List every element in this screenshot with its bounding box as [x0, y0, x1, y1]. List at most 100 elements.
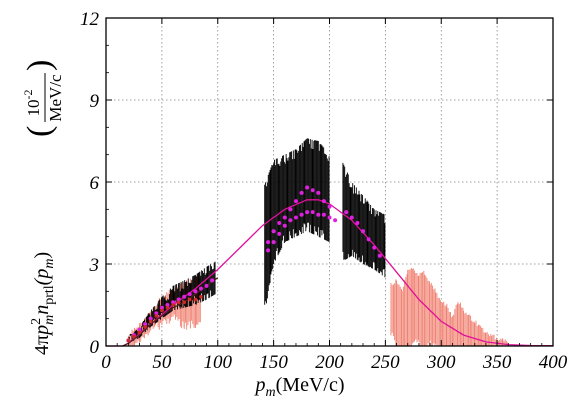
red-data-point — [176, 300, 181, 305]
y-axis-left-paren: ( — [21, 126, 58, 137]
x-tick-label: 150 — [259, 352, 288, 373]
y-axis-right-paren: ) — [21, 60, 58, 71]
red-data-point — [199, 295, 203, 299]
magenta-data-point — [288, 207, 293, 212]
svg-text:4πp2mnprtl(pm): 4πp2mnprtl(pm) — [29, 252, 57, 355]
magenta-curve — [106, 199, 554, 347]
red-data-point — [132, 334, 136, 339]
y-axis-n-sub: prtl — [42, 285, 57, 305]
y-axis-arg: (p — [31, 269, 53, 286]
magenta-data-point — [198, 286, 203, 291]
magenta-data-point — [361, 229, 366, 234]
red-data-point — [165, 305, 170, 310]
red-data-point — [148, 319, 153, 324]
magenta-data-point — [299, 212, 304, 217]
x-tick-label: 400 — [539, 352, 568, 373]
magenta-data-point — [171, 300, 176, 305]
y-axis-n: n — [31, 305, 53, 315]
magenta-data-point — [293, 215, 298, 220]
magenta-data-point — [277, 221, 282, 225]
y-tick-label: 9 — [90, 91, 100, 112]
magenta-data-point — [266, 248, 271, 253]
magenta-data-point — [316, 190, 321, 195]
y-axis-unit-den: MeV/c — [46, 74, 65, 122]
x-tick-label: 300 — [426, 352, 456, 373]
magenta-data-point — [193, 289, 198, 294]
magenta-data-point — [176, 297, 181, 302]
magenta-data-point — [154, 311, 159, 316]
magenta-data-point — [288, 218, 293, 223]
y-axis-close: ) — [31, 252, 53, 259]
red-data-point — [171, 303, 175, 307]
y-axis-prefix: 4π — [31, 335, 53, 355]
magenta-data-point — [310, 188, 315, 193]
magenta-data-point — [333, 218, 338, 223]
magenta-data-point — [210, 278, 215, 283]
magenta-data-point — [271, 229, 276, 234]
magenta-data-point — [321, 199, 326, 204]
red-data-point — [126, 338, 131, 343]
y-axis-p-sub: m — [42, 315, 57, 325]
x-axis-unit: (MeV/c) — [276, 374, 345, 396]
magenta-data-point — [316, 212, 321, 217]
magenta-data-point — [277, 231, 282, 236]
magenta-data-point — [293, 199, 298, 204]
magenta-data-point — [282, 215, 287, 220]
magenta-data-point — [366, 237, 371, 242]
x-tick-label: 0 — [101, 352, 111, 373]
magenta-data-point — [349, 215, 354, 220]
data-layer — [106, 138, 554, 347]
red-data-point — [143, 325, 147, 329]
red-data-point — [188, 297, 192, 302]
magenta-data-point — [372, 245, 377, 250]
y-axis-arg-sub: m — [42, 259, 57, 269]
magenta-data-point — [271, 240, 276, 245]
y-axis-p-sup: 2 — [29, 318, 44, 325]
x-tick-label: 100 — [204, 352, 233, 373]
magenta-data-point — [204, 283, 209, 288]
magenta-data-point — [137, 327, 142, 332]
axis-ticks: 0 50 100 150 200 250 300 350 400 0 3 6 9 12 — [80, 9, 568, 373]
magenta-data-point — [355, 221, 360, 225]
magenta-data-point — [182, 294, 187, 299]
magenta-data-point — [310, 210, 315, 215]
magenta-data-point — [266, 240, 271, 245]
red-data-point — [160, 308, 164, 313]
y-tick-label: 3 — [89, 255, 100, 276]
x-axis-title: pm(MeV/c) — [254, 374, 345, 400]
svg-text:10-2: 10-2 — [21, 90, 43, 117]
x-tick-label: 50 — [152, 352, 172, 373]
magenta-data-point — [377, 253, 382, 258]
magenta-data-point — [327, 204, 332, 209]
magenta-data-point — [165, 303, 170, 307]
y-tick-label: 0 — [90, 337, 100, 358]
y-axis-unit-num: 10 — [24, 100, 43, 117]
magenta-data-point — [305, 185, 310, 190]
magenta-data-point — [344, 210, 349, 215]
magenta-data-point — [299, 190, 304, 195]
red-data-point — [182, 300, 187, 305]
red-data-point — [154, 314, 159, 318]
magenta-data-point — [159, 305, 164, 310]
red-data-point — [137, 330, 142, 335]
x-tick-label: 250 — [371, 352, 400, 373]
y-tick-label: 12 — [80, 9, 100, 30]
x-tick-label: 350 — [482, 352, 512, 373]
black-error-band — [264, 138, 330, 305]
magenta-data-point — [187, 292, 192, 297]
black-error-band — [342, 162, 386, 278]
y-axis-p: p — [31, 325, 53, 337]
magenta-data-point — [305, 210, 310, 215]
y-axis-title: 4πp2mnprtl(pm) ( 10-2 MeV/c ) — [21, 60, 65, 355]
red-error-band — [127, 268, 509, 346]
y-tick-label: 6 — [90, 173, 100, 194]
y-axis-unit-num-sup: -2 — [21, 90, 35, 100]
x-axis-var: p — [254, 374, 266, 396]
magenta-data-point — [148, 316, 153, 321]
magenta-data-point — [282, 223, 287, 228]
x-tick-label: 200 — [315, 352, 344, 373]
magenta-data-point — [327, 215, 332, 220]
magenta-data-point — [143, 322, 148, 327]
magenta-data-point — [321, 212, 326, 217]
